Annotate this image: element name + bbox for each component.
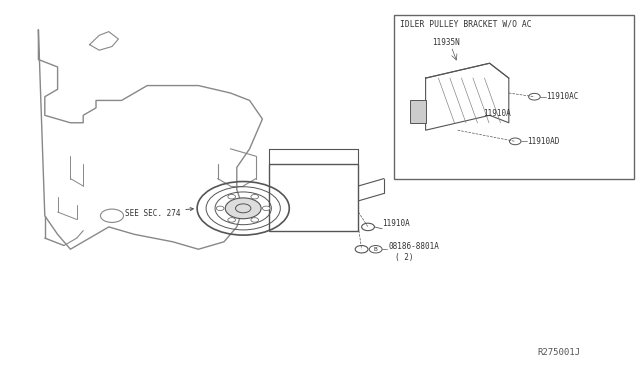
Text: SEE SEC. 274: SEE SEC. 274 bbox=[125, 208, 193, 218]
Text: 11910A: 11910A bbox=[483, 109, 511, 118]
Text: R275001J: R275001J bbox=[538, 348, 580, 357]
Bar bbox=[394, 15, 634, 179]
Circle shape bbox=[251, 195, 259, 199]
Text: ( 2): ( 2) bbox=[395, 253, 413, 262]
Text: 11910AC: 11910AC bbox=[546, 92, 579, 101]
Text: 11935N: 11935N bbox=[432, 38, 460, 47]
Bar bbox=[410, 100, 426, 123]
Circle shape bbox=[262, 206, 270, 211]
Circle shape bbox=[251, 218, 259, 222]
Text: B: B bbox=[373, 247, 377, 252]
Text: 08186-8801A: 08186-8801A bbox=[388, 242, 439, 251]
Text: 11910AD: 11910AD bbox=[527, 137, 559, 146]
Circle shape bbox=[216, 206, 224, 211]
Bar bbox=[269, 164, 358, 231]
Circle shape bbox=[228, 195, 236, 199]
Circle shape bbox=[228, 218, 236, 222]
Text: 11910A: 11910A bbox=[382, 219, 410, 228]
Text: IDLER PULLEY BRACKET W/O AC: IDLER PULLEY BRACKET W/O AC bbox=[400, 20, 532, 29]
Circle shape bbox=[225, 198, 261, 219]
